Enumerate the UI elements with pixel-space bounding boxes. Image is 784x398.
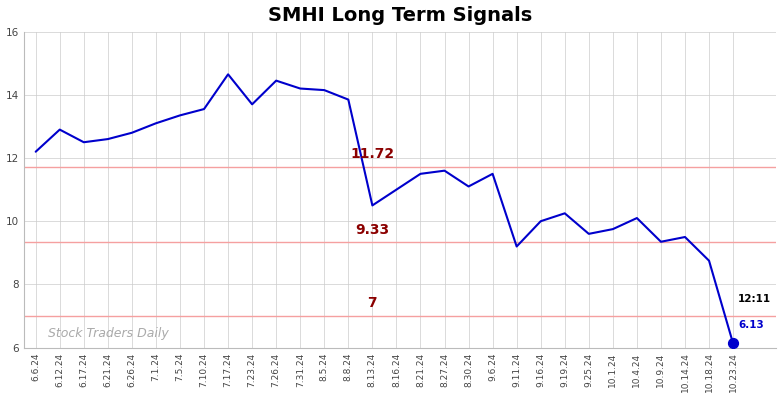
Text: 11.72: 11.72 [350, 147, 394, 161]
Text: Stock Traders Daily: Stock Traders Daily [48, 327, 169, 339]
Title: SMHI Long Term Signals: SMHI Long Term Signals [268, 6, 532, 25]
Text: 12:11: 12:11 [738, 294, 771, 304]
Text: 9.33: 9.33 [355, 223, 390, 237]
Text: 6.13: 6.13 [738, 320, 764, 330]
Point [727, 340, 739, 347]
Text: 7: 7 [368, 296, 377, 310]
